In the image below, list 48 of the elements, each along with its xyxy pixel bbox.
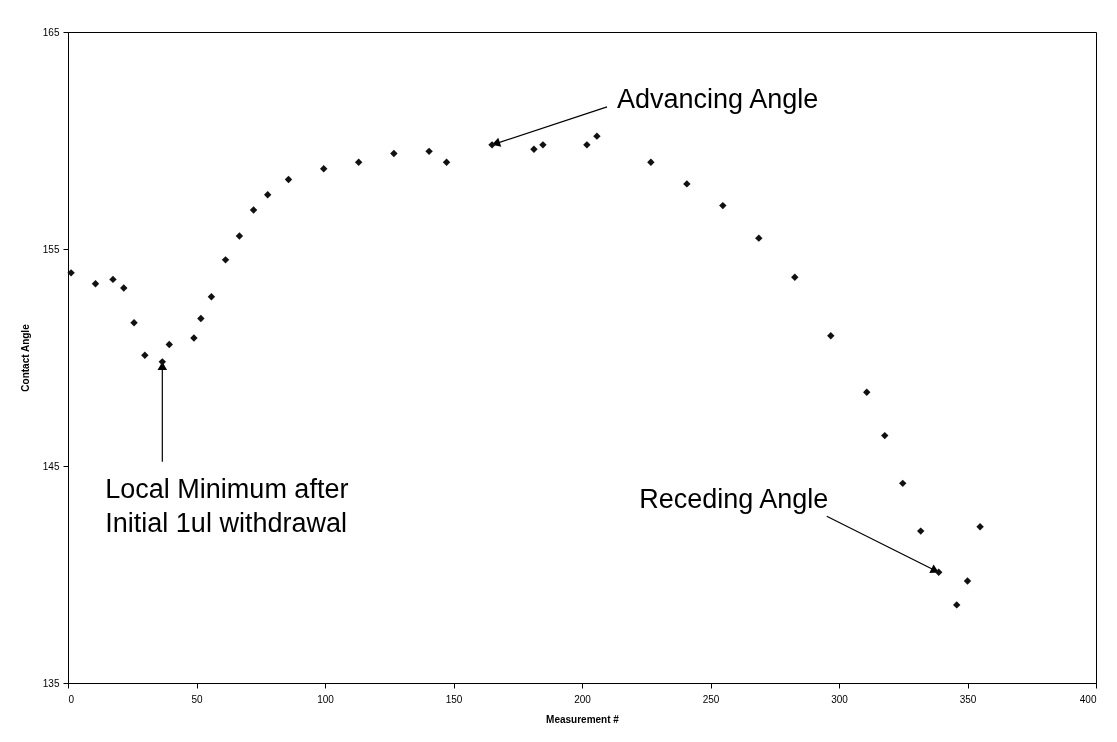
point	[917, 527, 925, 535]
point	[935, 568, 943, 577]
annotation: Receding Angle	[639, 484, 829, 515]
x-tick-label: 150	[445, 693, 463, 705]
point	[647, 158, 655, 166]
y-tick-label: 155	[42, 243, 60, 255]
point	[827, 332, 835, 340]
point	[791, 273, 799, 281]
x-tick-label: 0	[68, 693, 75, 705]
point	[235, 232, 244, 240]
x-tick-label: 200	[574, 693, 592, 705]
point	[165, 340, 173, 349]
point	[263, 191, 272, 199]
point	[953, 601, 961, 609]
x-axis-title: Measurement #	[546, 713, 620, 725]
point	[354, 158, 363, 166]
annotation: Advancing Angle	[617, 83, 819, 114]
x-tick-label: 400	[1079, 693, 1097, 705]
point	[249, 206, 258, 214]
x-tick-label: 350	[959, 693, 977, 705]
point	[109, 275, 117, 284]
point	[899, 479, 907, 488]
point	[719, 201, 727, 210]
x-tick-label: 250	[702, 693, 720, 705]
point	[158, 358, 167, 366]
y-tick-label: 145	[42, 460, 60, 472]
x-tick-label: 50	[191, 693, 203, 705]
y-tick-label: 135	[42, 677, 60, 689]
point	[221, 256, 230, 264]
point	[442, 158, 451, 166]
point	[197, 314, 205, 323]
point	[976, 523, 984, 531]
point	[963, 577, 972, 585]
point	[141, 351, 149, 360]
point	[320, 165, 328, 173]
y-axis-title: Contact Angle	[19, 323, 31, 392]
x-tick-label: 100	[317, 693, 335, 705]
point	[425, 147, 433, 156]
point	[284, 175, 293, 184]
x-tick-label: 300	[831, 693, 849, 705]
point	[390, 149, 398, 158]
point	[863, 388, 871, 396]
point	[207, 293, 216, 301]
annotation: Local Minimum after Initial 1ul withdrawal	[105, 473, 349, 538]
y-tick-label: 165	[42, 26, 60, 38]
point	[91, 280, 100, 288]
point	[755, 234, 763, 242]
point	[881, 431, 889, 440]
